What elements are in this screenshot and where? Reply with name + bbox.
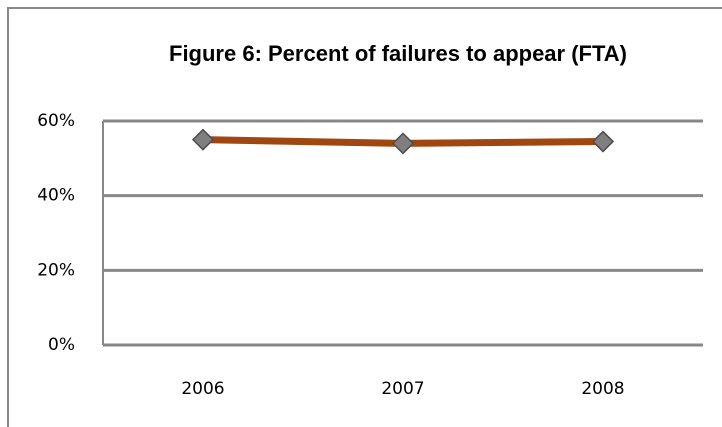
data-point: [591, 130, 615, 153]
y-tick-label: 60%: [37, 111, 75, 131]
y-tick-label: 20%: [37, 260, 75, 280]
x-tick-label: 2006: [181, 379, 224, 399]
x-tick-label: 2008: [581, 379, 624, 399]
chart-frame: [7, 7, 722, 427]
data-point: [391, 132, 415, 155]
chart-title: Figure 6: Percent of failures to appear …: [169, 41, 627, 66]
y-tick-label: 40%: [37, 186, 75, 206]
y-tick-label: 0%: [48, 335, 75, 355]
data-point: [191, 128, 215, 151]
x-tick-label: 2007: [381, 379, 424, 399]
